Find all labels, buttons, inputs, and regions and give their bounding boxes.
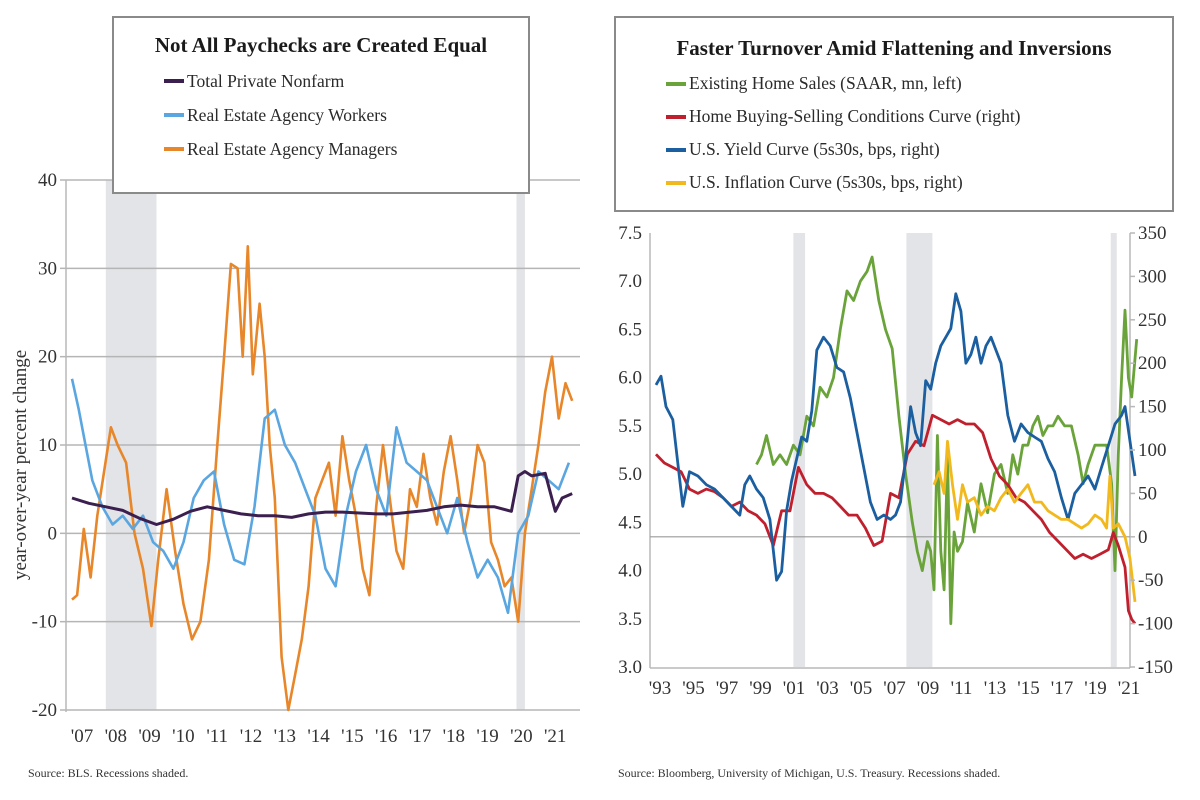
right-y-tick-label: 300 [1138, 266, 1167, 287]
x-tick-label: '97 [716, 678, 738, 699]
x-tick-label: '10 [172, 726, 194, 747]
x-tick-label: '19 [1084, 678, 1106, 699]
legend-item-total-private-nonfarm: Total Private Nonfarm [164, 64, 528, 98]
right-y-tick-label: 200 [1138, 353, 1167, 374]
x-tick-label: '05 [850, 678, 872, 699]
legend-label: Home Buying-Selling Conditions Curve (ri… [689, 106, 1021, 126]
left-y-tick-label: 3.0 [618, 657, 642, 678]
right-y-tick-label: 0 [1138, 527, 1148, 548]
x-tick-label: '21 [544, 726, 566, 747]
left-y-tick-label: 6.0 [618, 368, 642, 389]
x-tick-label: '17 [1051, 678, 1073, 699]
recession-shade [1110, 233, 1117, 667]
x-tick-label: '07 [883, 678, 905, 699]
x-tick-label: '15 [341, 726, 363, 747]
x-tick-label: '99 [749, 678, 771, 699]
right-y-tick-label: 150 [1138, 397, 1167, 418]
left-source-note: Source: BLS. Recessions shaded. [28, 766, 189, 780]
left-chart-title: Not All Paychecks are Created Equal [154, 33, 488, 57]
left-y-tick-label: 5.5 [618, 416, 642, 437]
right-chart-title: Faster Turnover Amid Flattening and Inve… [676, 36, 1112, 60]
x-tick-label: '11 [206, 726, 228, 747]
x-tick-label: '09 [917, 678, 939, 699]
legend-item-existing-home-sales: Existing Home Sales (SAAR, mn, left) [666, 67, 1172, 100]
legend-swatch [666, 81, 686, 86]
series-line-total-private-nonfarm [71, 470, 573, 526]
series-line-real-estate-agency-workers [70, 378, 571, 615]
left-y-axis-label: year-over-year percent change [10, 349, 31, 580]
x-tick-label: '11 [951, 678, 973, 699]
left-chart: 40 30 20 10 0 -10 -20 '07 '08 '09 '10 '11 '12 '13 '14… [32, 170, 580, 747]
x-tick-label: '95 [682, 678, 704, 699]
x-tick-label: '20 [510, 726, 532, 747]
legend-item-us-inflation-curve: U.S. Inflation Curve (5s30s, bps, right) [666, 166, 1172, 199]
x-tick-label: '18 [443, 726, 465, 747]
series-line-u-s-yield-curve-5s30s-bps-right [654, 292, 1137, 582]
legend-swatch [666, 114, 686, 119]
right-chart: 7.5 7.0 6.5 6.0 5.5 5.0 4.5 4.0 3.5 3.0 350 300 250… [618, 223, 1173, 699]
x-tick-label: '13 [274, 726, 296, 747]
legend-swatch [164, 113, 184, 117]
right-y-tick-label: -100 [1138, 614, 1173, 635]
legend-swatch [164, 79, 184, 83]
left-y-tick-label: 5.0 [618, 464, 642, 485]
right-y-tick-label: 350 [1138, 223, 1167, 244]
right-legend: Faster Turnover Amid Flattening and Inve… [614, 16, 1174, 212]
y-tick-label: -20 [32, 700, 57, 721]
y-tick-label: -10 [32, 612, 57, 633]
x-tick-label: '08 [105, 726, 127, 747]
legend-label: Total Private Nonfarm [187, 70, 345, 91]
legend-swatch [666, 180, 686, 185]
legend-label: Real Estate Agency Managers [187, 138, 398, 159]
y-tick-label: 20 [38, 347, 57, 368]
left-y-tick-label: 6.5 [618, 319, 642, 340]
left-y-tick-label: 3.5 [618, 609, 642, 630]
legend-swatch [666, 147, 686, 152]
right-y-tick-label: 50 [1138, 483, 1157, 504]
x-tick-label: '01 [783, 678, 805, 699]
legend-label: Existing Home Sales (SAAR, mn, left) [689, 73, 962, 93]
legend-label: Real Estate Agency Workers [187, 104, 387, 125]
legend-item-real-estate-agency-managers: Real Estate Agency Managers [164, 132, 528, 166]
legend-label: U.S. Inflation Curve (5s30s, bps, right) [689, 172, 963, 192]
legend-item-us-yield-curve: U.S. Yield Curve (5s30s, bps, right) [666, 133, 1172, 166]
series-line-existing-home-sales-saar-mn-left [755, 255, 1139, 625]
x-tick-label: '13 [984, 678, 1006, 699]
y-tick-label: 10 [38, 435, 57, 456]
right-y-tick-label: 250 [1138, 310, 1167, 331]
x-tick-label: '17 [409, 726, 431, 747]
series-line-u-s-inflation-curve-5s30s-bps-right [932, 439, 1137, 603]
x-tick-label: '93 [649, 678, 671, 699]
x-tick-label: '15 [1017, 678, 1039, 699]
y-tick-label: 40 [38, 170, 57, 191]
legend-item-home-buying-selling-conditions: Home Buying-Selling Conditions Curve (ri… [666, 100, 1172, 133]
x-tick-label: '09 [138, 726, 160, 747]
left-y-tick-label: 4.0 [618, 561, 642, 582]
legend-item-real-estate-agency-workers: Real Estate Agency Workers [164, 98, 528, 132]
right-y-tick-label: -50 [1138, 570, 1163, 591]
left-y-tick-label: 7.0 [618, 271, 642, 292]
x-tick-label: '03 [816, 678, 838, 699]
left-y-tick-label: 7.5 [618, 223, 642, 244]
left-y-tick-label: 4.5 [618, 512, 642, 533]
x-tick-label: '16 [375, 726, 397, 747]
left-legend: Not All Paychecks are Created Equal Tota… [112, 16, 530, 194]
x-tick-label: '07 [71, 726, 93, 747]
right-source-note: Source: Bloomberg, University of Michiga… [618, 766, 1001, 780]
right-y-tick-label: 100 [1138, 440, 1167, 461]
y-tick-label: 30 [38, 258, 57, 279]
legend-swatch [164, 147, 184, 151]
x-tick-label: '21 [1118, 678, 1140, 699]
x-tick-label: '14 [307, 726, 330, 747]
x-tick-label: '12 [240, 726, 262, 747]
x-tick-label: '19 [476, 726, 498, 747]
y-tick-label: 0 [48, 523, 58, 544]
legend-label: U.S. Yield Curve (5s30s, bps, right) [689, 139, 940, 159]
right-y-tick-label: -150 [1138, 657, 1173, 678]
